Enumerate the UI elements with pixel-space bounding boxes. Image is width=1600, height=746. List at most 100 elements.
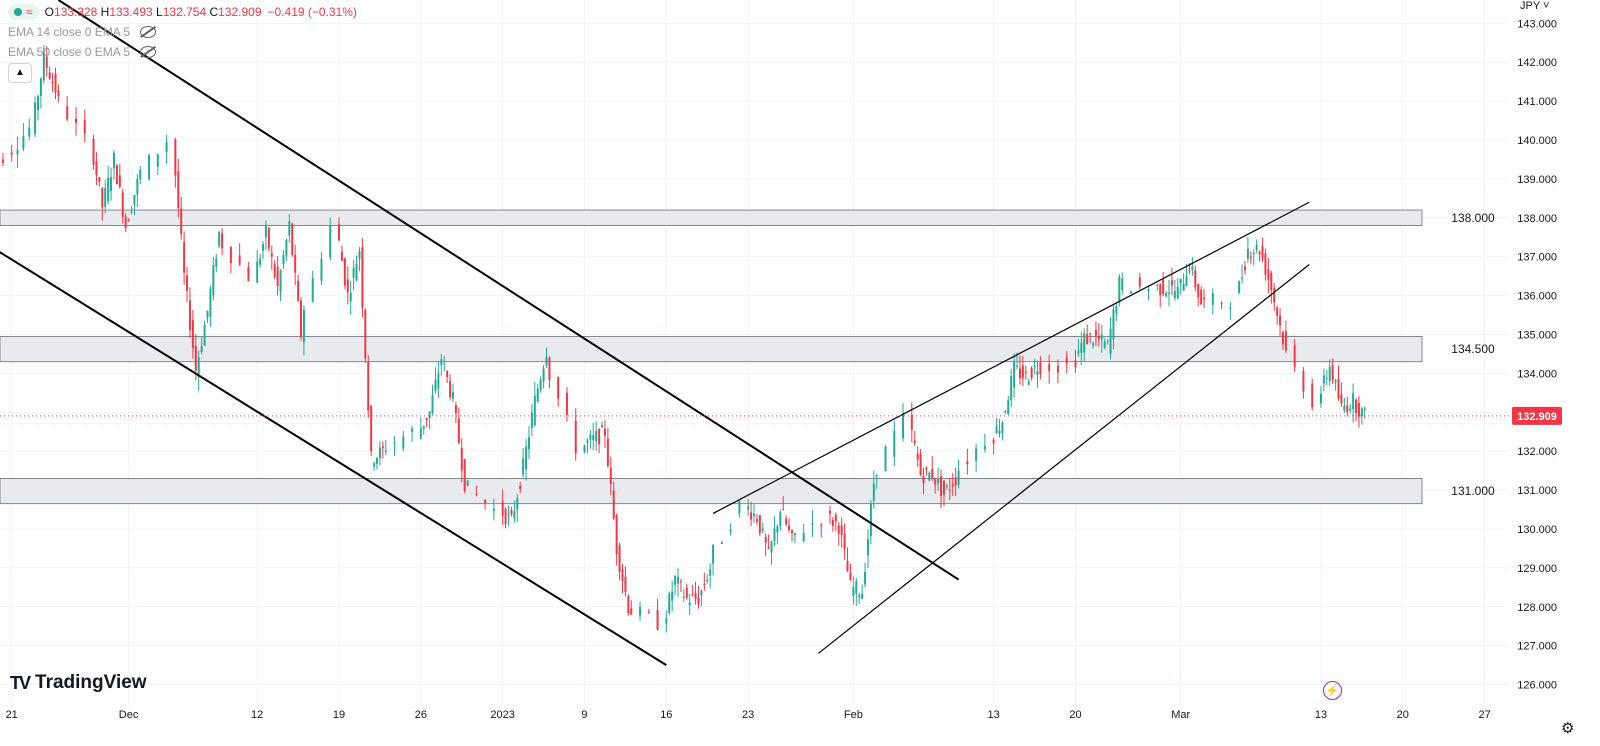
candle-body[interactable]	[621, 569, 624, 581]
candle-body[interactable]	[393, 442, 396, 445]
candle-body[interactable]	[320, 258, 323, 281]
candle-body[interactable]	[530, 412, 533, 428]
candle-body[interactable]	[133, 194, 136, 205]
candle-body[interactable]	[188, 300, 191, 331]
candle-body[interactable]	[311, 278, 314, 302]
candle-body[interactable]	[300, 300, 303, 338]
candle-body[interactable]	[1270, 272, 1273, 291]
candle-body[interactable]	[279, 270, 282, 292]
lightning-icon[interactable]: ⚡	[1323, 681, 1342, 700]
candle-body[interactable]	[565, 392, 568, 416]
candle-body[interactable]	[16, 149, 19, 155]
candle-body[interactable]	[1343, 405, 1346, 411]
candle-body[interactable]	[1246, 248, 1249, 259]
candle-body[interactable]	[820, 524, 823, 526]
candle-body[interactable]	[191, 320, 194, 349]
candle-body[interactable]	[697, 597, 700, 605]
candle-body[interactable]	[916, 453, 919, 460]
candle-body[interactable]	[1176, 287, 1179, 299]
candle-body[interactable]	[1048, 364, 1051, 372]
candle-body[interactable]	[378, 447, 381, 459]
candle-body[interactable]	[358, 251, 361, 259]
candle-body[interactable]	[294, 254, 297, 273]
ema-50-row[interactable]: EMA 50 close 0 EMA 5	[8, 42, 357, 62]
candle-body[interactable]	[139, 169, 142, 180]
candle-body[interactable]	[212, 265, 215, 296]
candle-body[interactable]	[83, 119, 86, 134]
settings-gear-icon[interactable]: ⚙	[1561, 720, 1575, 737]
candle-body[interactable]	[846, 560, 849, 572]
candle-body[interactable]	[700, 590, 703, 596]
candle-body[interactable]	[22, 136, 25, 149]
candle-body[interactable]	[507, 513, 510, 516]
candle-body[interactable]	[586, 440, 589, 443]
candle-body[interactable]	[1024, 371, 1027, 373]
candle-body[interactable]	[110, 177, 113, 192]
candle-body[interactable]	[750, 512, 753, 520]
currency-selector[interactable]: JPY ˅	[1520, 0, 1550, 12]
candle-body[interactable]	[247, 267, 250, 281]
candle-body[interactable]	[183, 242, 186, 273]
candle-body[interactable]	[937, 478, 940, 484]
candle-body[interactable]	[273, 264, 276, 277]
candle-body[interactable]	[1039, 362, 1042, 375]
candle-body[interactable]	[931, 468, 934, 480]
candle-body[interactable]	[557, 377, 560, 399]
candle-body[interactable]	[127, 220, 130, 222]
candle-body[interactable]	[118, 175, 121, 187]
candle-body[interactable]	[104, 187, 107, 207]
candle-body[interactable]	[112, 153, 115, 169]
candle-body[interactable]	[124, 216, 127, 229]
candle-body[interactable]	[682, 596, 685, 598]
candle-body[interactable]	[51, 81, 54, 84]
candle-body[interactable]	[831, 519, 834, 526]
candle-body[interactable]	[1328, 366, 1331, 382]
candle-body[interactable]	[148, 154, 151, 180]
candle-body[interactable]	[934, 478, 937, 485]
candle-body[interactable]	[370, 405, 373, 452]
candle-body[interactable]	[92, 139, 95, 165]
candle-body[interactable]	[203, 325, 206, 346]
candle-body[interactable]	[919, 454, 922, 476]
candle-body[interactable]	[238, 255, 241, 265]
candle-body[interactable]	[773, 528, 776, 542]
candle-body[interactable]	[1097, 335, 1100, 340]
candle-body[interactable]	[384, 450, 387, 452]
candle-body[interactable]	[603, 428, 606, 436]
candle-body[interactable]	[948, 489, 951, 491]
candle-body[interactable]	[639, 606, 642, 616]
candle-body[interactable]	[264, 225, 267, 238]
candle-body[interactable]	[1276, 307, 1279, 316]
candle-body[interactable]	[276, 266, 279, 286]
candle-body[interactable]	[98, 177, 101, 182]
candle-body[interactable]	[1258, 251, 1261, 255]
candle-body[interactable]	[656, 610, 659, 630]
candle-body[interactable]	[66, 106, 69, 120]
candle-body[interactable]	[779, 512, 782, 527]
candle-body[interactable]	[1267, 269, 1270, 280]
candle-body[interactable]	[156, 154, 159, 167]
candle-body[interactable]	[966, 461, 969, 465]
candle-body[interactable]	[1349, 408, 1352, 411]
candle-body[interactable]	[1056, 365, 1059, 373]
candle-body[interactable]	[267, 228, 270, 249]
candle-body[interactable]	[1273, 287, 1276, 303]
candle-body[interactable]	[615, 515, 618, 555]
candle-body[interactable]	[1165, 293, 1168, 296]
candle-body[interactable]	[411, 428, 414, 432]
candle-body[interactable]	[1, 159, 4, 163]
candle-body[interactable]	[373, 463, 376, 467]
candle-body[interactable]	[1293, 345, 1296, 367]
candle-body[interactable]	[913, 440, 916, 444]
candle-body[interactable]	[1033, 365, 1036, 367]
candle-body[interactable]	[542, 368, 545, 382]
candle-body[interactable]	[1086, 334, 1089, 345]
candle-body[interactable]	[101, 188, 104, 208]
candle-body[interactable]	[1077, 351, 1080, 354]
candle-body[interactable]	[679, 581, 682, 583]
candle-body[interactable]	[630, 608, 633, 615]
candle-body[interactable]	[1021, 365, 1024, 379]
candle-body[interactable]	[574, 420, 577, 454]
candle-body[interactable]	[1001, 422, 1004, 434]
